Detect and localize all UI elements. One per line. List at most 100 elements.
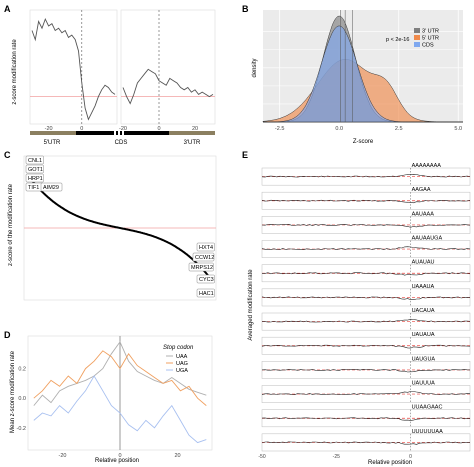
panel-c-gene-label-got1: GOT1 — [28, 167, 43, 173]
panel-c-label-box — [192, 252, 215, 262]
panel-d-xtick-label: -20 — [59, 453, 67, 459]
panel-e-xlabel: Relative position — [368, 460, 412, 466]
panel-c-label-box — [25, 155, 44, 165]
panel-e-motif-label-aauaaa: AAUAAA — [412, 211, 435, 217]
panel-c: z-score of the modification rate CNL1 GOT… — [8, 155, 217, 301]
panel-e-line-aaaaaaaa — [261, 173, 471, 178]
panel-e-motif-label-uuuuuuaa: UUUUUUAA — [412, 429, 444, 435]
panel-e-xtick-label: -25 — [333, 454, 340, 460]
panel-c-gene-label-ccw12: CCW12 — [195, 255, 214, 261]
legend-label-5utr: 5' UTR — [422, 36, 439, 42]
panel-d-ytick-label: 0.0 — [18, 396, 26, 402]
panel-b-pvalue: p < 2e-16 — [386, 37, 409, 43]
panel-e-motif-label-uauaua: UAUAUA — [412, 332, 435, 338]
panel-b-ylabel: density — [252, 58, 258, 77]
panel-e-motif-label-uacaua: UACAUA — [412, 308, 435, 314]
legend-label-uga: UGA — [176, 368, 188, 374]
panel-b-xtick-label: 5.0 — [454, 126, 462, 132]
panel-e-line-uaugua — [261, 368, 471, 373]
panel-a-5utr-label: 5'UTR — [44, 140, 61, 146]
panel-b-xlabel: Z-score — [353, 139, 374, 145]
panel-e-line-auauau — [261, 272, 471, 276]
panel-c-gene-label-mrps12: MRPS12 — [191, 265, 213, 271]
panel-letter-b: B — [242, 4, 249, 14]
panel-letter-d: D — [4, 330, 11, 340]
panel-e-motif-label-auauau: AUAUAU — [412, 260, 435, 266]
panel-c-label-box — [196, 288, 215, 298]
panel-a-plot: -20 0 -20 0 20 — [29, 9, 216, 132]
panel-b-plot: -2.5 0.0 2.5 5.0 — [262, 10, 463, 132]
panel-e-xtick-label: -50 — [258, 454, 265, 460]
panel-e-ylabel: Averaged modification rate — [248, 269, 254, 341]
panel-e-line-uuuuuuaa — [261, 441, 470, 445]
panel-a-xtick-label: -20 — [45, 126, 53, 132]
panel-b-xtick-label: 0.0 — [335, 126, 343, 132]
panel-c-gene-label-hrp1: HRP1 — [28, 176, 43, 182]
panel-e-plot: AAAAAAAA AAGAA AAUAAA AAUAAUGA AUAUAU UAAAUA U… — [258, 163, 471, 460]
panel-d-xlabel: Relative position — [95, 458, 139, 464]
panel-b-density-cds — [263, 25, 463, 123]
panel-a-cds-label: CDS — [115, 140, 128, 146]
legend-label-cds: CDS — [422, 43, 434, 49]
panel-a-line-2 — [122, 68, 214, 105]
panel-e-motif-label-aagaa: AAGAA — [412, 187, 431, 193]
panel-d-ytick-label: -0.2 — [17, 426, 26, 432]
panel-a-region-bar — [30, 131, 215, 135]
panel-a-ylabel: z-score modification rate — [12, 39, 18, 105]
panel-e-motif-label-uuaagaac: UUAAGAAC — [412, 405, 443, 411]
panel-e-line-uauaua — [261, 344, 471, 349]
panel-d-legend: Stop codon UAA UAG UGA — [163, 345, 194, 374]
panel-a-3utr-bar — [169, 131, 215, 135]
panel-d-legend-title: Stop codon — [163, 345, 194, 351]
panel-e-line-aauaauga — [261, 246, 471, 251]
panel-letter-a: A — [4, 4, 11, 14]
panel-c-ranked-curve — [27, 174, 213, 282]
panel-c-label-box — [25, 164, 44, 174]
panel-d-ytick-label: 0.2 — [18, 367, 26, 373]
legend-swatch-5utr — [414, 35, 420, 40]
panel-a-xtick-label: 0 — [80, 126, 83, 132]
panel-c-label-box — [25, 173, 44, 183]
panel-c-gene-label-hac1: HAC1 — [199, 291, 214, 297]
panel-d-ylabel: Mean z-score modification rate — [10, 350, 16, 433]
panel-a-xtick-label: 0 — [157, 126, 160, 132]
panel-e-motif-label-uaugua: UAUGUA — [412, 356, 436, 362]
panel-d-xtick-label: 20 — [174, 453, 180, 459]
panel-e-line-aauaaa — [261, 223, 471, 228]
panel-e-line-uaaaua — [261, 296, 471, 301]
panel-d-plot: -0.2 0.0 0.2 -20 0 20 — [17, 335, 213, 459]
panel-a-facet-frame — [120, 9, 216, 125]
panel-b-legend: 3' UTR 5' UTR CDS — [414, 28, 439, 49]
panel-c-label-box — [196, 274, 215, 284]
panel-a-xtick-label: -20 — [119, 126, 127, 132]
panel-e-line-aagaa — [261, 199, 471, 204]
panel-c-gene-label-aim29: AIM29 — [43, 185, 59, 191]
panel-d-xtick-label: 0 — [118, 453, 121, 459]
panel-e-motif-label-uaaaua: UAAAUA — [412, 284, 435, 290]
panel-a-line-1 — [31, 17, 116, 121]
panel-c-gene-label-cyc3: CYC3 — [199, 277, 214, 283]
panel-b-xtick-label: -2.5 — [275, 126, 284, 132]
panel-a-xtick-label: 20 — [192, 126, 198, 132]
panel-e-line-uacaua — [262, 318, 471, 323]
panel-a-3utr-label: 3'UTR — [184, 140, 201, 146]
panel-c-gene-label-cnl1: CNL1 — [28, 158, 42, 164]
panel-b: -2.5 0.0 2.5 5.0 Z-score density p < 2e-16 … — [252, 10, 463, 145]
legend-label-uaa: UAA — [176, 354, 188, 360]
panel-c-label-box — [40, 182, 63, 192]
panel-b-xtick-label: 2.5 — [395, 126, 403, 132]
panel-d-line-uaa — [33, 341, 207, 406]
panel-e-line-uuaagaac — [261, 417, 470, 421]
panel-c-label-box — [188, 262, 214, 272]
panel-d-line-uga — [33, 375, 207, 444]
panel-c-gene-label-tif1: TIF1 — [28, 185, 39, 191]
panel-e-motif-label-aauaauga: AAUAAUGA — [412, 236, 443, 242]
panel-e-xtick-label: 0 — [409, 454, 412, 460]
panel-letter-e: E — [242, 150, 248, 160]
panel-e: Averaged modification rate Relative posi… — [248, 163, 471, 466]
panel-c-ylabel: z-score of the modification rate — [8, 183, 14, 266]
panel-d: Mean z-score modification rate Relative … — [10, 335, 213, 464]
legend-swatch-cds — [414, 42, 420, 47]
panel-e-motif-label-aaaaaaaa: AAAAAAAA — [412, 163, 442, 169]
